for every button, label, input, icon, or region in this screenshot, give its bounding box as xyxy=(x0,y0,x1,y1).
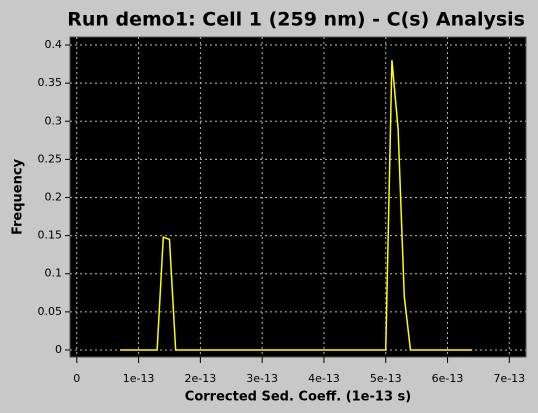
y-tick-label: 0.15 xyxy=(38,229,63,242)
x-tick-label: 0 xyxy=(73,372,80,385)
x-tick-label: 7e-13 xyxy=(493,372,525,385)
y-tick-label: 0.4 xyxy=(45,38,63,51)
y-tick-label: 0.35 xyxy=(38,76,63,89)
y-tick-label: 0.05 xyxy=(38,305,63,318)
y-tick-label: 0 xyxy=(55,343,62,356)
x-tick-label: 4e-13 xyxy=(308,372,340,385)
data-line xyxy=(120,60,473,351)
y-tick-label: 0.25 xyxy=(38,152,63,165)
y-tick-label: 0.1 xyxy=(45,267,63,280)
y-axis-title: Frequency xyxy=(11,158,26,235)
x-axis-title: Corrected Sed. Coeff. (1e-13 s) xyxy=(185,390,411,405)
chart-title: Run demo1: Cell 1 (259 nm) - C(s) Analys… xyxy=(67,9,525,31)
x-tick-label: 5e-13 xyxy=(370,372,402,385)
x-tick-label: 3e-13 xyxy=(246,372,278,385)
y-tick-label: 0.3 xyxy=(45,114,63,127)
x-tick-label: 6e-13 xyxy=(432,372,464,385)
x-tick-label: 2e-13 xyxy=(185,372,217,385)
x-tick-label: 1e-13 xyxy=(123,372,155,385)
y-tick-label: 0.2 xyxy=(45,190,63,203)
